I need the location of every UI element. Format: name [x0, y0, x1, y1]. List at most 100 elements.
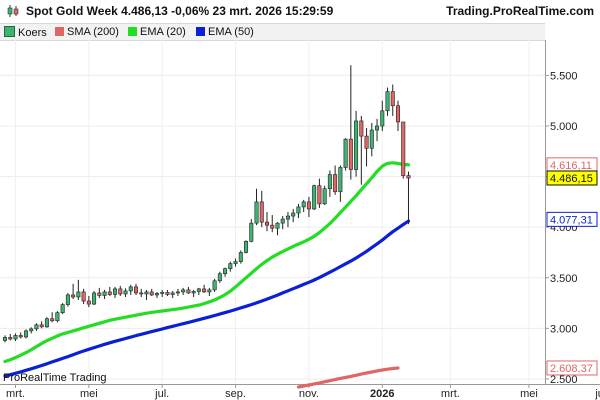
candle [217, 271, 222, 283]
candle [170, 290, 175, 298]
candle [223, 267, 228, 277]
candlestick-icon[interactable] [6, 4, 20, 18]
candle [264, 212, 269, 232]
candle [254, 188, 259, 226]
price-label-ema20: 4.616,11 [546, 157, 598, 173]
candle-body [217, 273, 222, 282]
candle-body [354, 120, 359, 170]
candle-body [29, 328, 34, 332]
candle [395, 100, 400, 132]
candle-body [13, 335, 18, 340]
site-name[interactable]: Trading.ProRealTime.com [446, 4, 594, 18]
candle-body [123, 290, 128, 295]
y-tick-label: 3.000 [550, 323, 578, 335]
candle-body [50, 318, 55, 322]
candle [238, 250, 243, 264]
candle-body [385, 91, 390, 112]
candle [81, 288, 86, 305]
candle-body [270, 224, 275, 229]
candle [196, 287, 201, 295]
candle-body [71, 294, 76, 298]
x-tick-label: sep. [225, 388, 246, 400]
series-line-ema-20 [3, 161, 411, 364]
candle-body [317, 185, 322, 205]
price-label-box [546, 360, 598, 376]
x-tick-label: nov. [299, 388, 319, 400]
candle [375, 118, 380, 142]
candle-body [285, 215, 290, 220]
candle-body [233, 261, 238, 264]
candle [343, 138, 348, 171]
candle-body [65, 294, 70, 305]
candle [296, 203, 301, 219]
legend-bar: Koers SMA (200) EMA (20) EMA (50) [0, 23, 545, 41]
candle-body [92, 292, 97, 305]
price-label-text: 4.616,11 [550, 160, 592, 172]
candle-body [228, 263, 233, 269]
candle [259, 190, 264, 228]
candle-body [134, 286, 139, 294]
candle [2, 335, 8, 343]
candle-body [364, 135, 369, 149]
price-label-text: 4.077,31 [550, 214, 593, 226]
candle [39, 321, 44, 329]
candle-body [291, 212, 296, 217]
candle [175, 288, 180, 296]
candle-body [160, 292, 165, 294]
candle-body [348, 138, 353, 170]
candle-body [139, 292, 144, 295]
legend-item-ema20[interactable]: EMA (20) [128, 26, 186, 38]
price-label-ema50: 4.077,31 [546, 211, 598, 227]
candle-body [86, 300, 91, 305]
legend-item-koers[interactable]: Koers [4, 26, 47, 39]
candle [312, 184, 317, 210]
candle-body [359, 120, 364, 137]
candle [123, 288, 128, 297]
candle [160, 289, 165, 297]
candle [401, 121, 406, 179]
candle-body [118, 288, 123, 295]
candle [348, 65, 353, 180]
candle-body [44, 318, 49, 328]
candle [134, 283, 139, 295]
candle-body [249, 222, 254, 242]
candle-body [128, 286, 133, 292]
candle-body [175, 291, 180, 294]
candle [29, 327, 34, 334]
candle-body [196, 288, 201, 292]
candle [317, 178, 322, 208]
candle-body [39, 324, 44, 328]
candle-body [144, 291, 149, 295]
candle [233, 258, 238, 267]
candle-body [97, 292, 102, 296]
candle [128, 284, 133, 295]
legend-item-ema50[interactable]: EMA (50) [196, 26, 254, 38]
candle-body [380, 110, 385, 127]
candle [385, 87, 390, 116]
candle-body [165, 292, 170, 295]
candle-body [327, 174, 332, 190]
price-label-text: 2.608,37 [550, 363, 593, 375]
candle [291, 208, 296, 223]
candle [18, 332, 23, 339]
chart-title: Spot Gold Week 4.486,13 -0,06% 23 mrt. 2… [26, 4, 334, 18]
candle [270, 215, 275, 233]
candle [354, 110, 359, 177]
candle [228, 261, 233, 272]
legend-swatch-icon [55, 27, 64, 36]
candle-body [338, 167, 343, 193]
legend-item-sma200[interactable]: SMA (200) [55, 26, 119, 38]
candle-body [181, 289, 186, 293]
series-line-ema-50 [3, 219, 411, 378]
candle [92, 290, 97, 306]
candle [338, 165, 343, 202]
candle [364, 128, 369, 167]
candle [34, 323, 39, 331]
candle [181, 287, 186, 295]
candle [275, 222, 280, 236]
brand-label: ProRealTime Trading [3, 372, 107, 384]
x-tick-label: 2026 [370, 388, 394, 400]
candle-body [401, 121, 406, 176]
